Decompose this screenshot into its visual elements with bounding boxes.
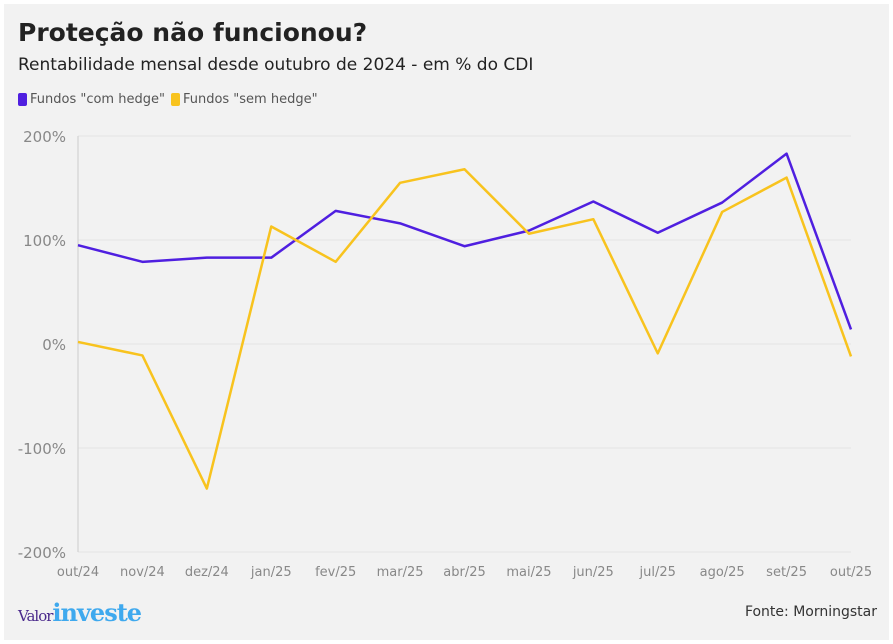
legend-label: Fundos "sem hedge" [182,92,318,107]
x-tick-label: jul/25 [639,565,676,580]
y-tick-label: 0% [42,336,66,354]
legend-swatch [18,93,27,106]
x-tick-label: dez/24 [185,565,229,580]
legend-item-com-hedge: Fundos "com hedge" [18,92,165,107]
legend: Fundos "com hedge" Fundos "sem hedge" [18,92,318,107]
x-tick-label: set/25 [766,565,807,580]
line-chart: 200% 100% 0% -100% -200% out/24 nov/24 dez/24 ja… [18,128,872,580]
chart-subtitle: Rentabilidade mensal desde outubro de 20… [18,55,534,75]
valor-investe-logo: Valor investe [18,598,142,627]
x-tick-label: out/25 [830,565,872,580]
y-tick-label: -100% [18,440,66,458]
x-tick-label: mar/25 [377,565,424,580]
legend-item-sem-hedge: Fundos "sem hedge" [170,92,318,107]
legend-label: Fundos "com hedge" [30,92,165,107]
x-tick-label: abr/25 [443,565,486,580]
x-tick-label: out/24 [57,565,99,580]
y-tick-label: -200% [18,544,66,562]
series-line-sem-hedge [77,168,853,490]
chart-title: Proteção não funcionou? [18,18,368,47]
x-tick-label: jan/25 [250,565,292,580]
chart-card: Proteção não funcionou? Rentabilidade me… [4,4,889,640]
x-tick-label: fev/25 [315,565,356,580]
x-tick-label: jun/25 [572,565,614,580]
x-tick-label: nov/24 [120,565,165,580]
source-note: Fonte: Morningstar [744,604,877,620]
series-line-com-hedge [77,152,853,330]
legend-swatch [170,93,180,106]
y-tick-label: 200% [23,128,66,146]
x-tick-label: mai/25 [506,565,551,580]
x-tick-label: ago/25 [700,565,745,580]
y-tick-label: 100% [23,232,66,250]
